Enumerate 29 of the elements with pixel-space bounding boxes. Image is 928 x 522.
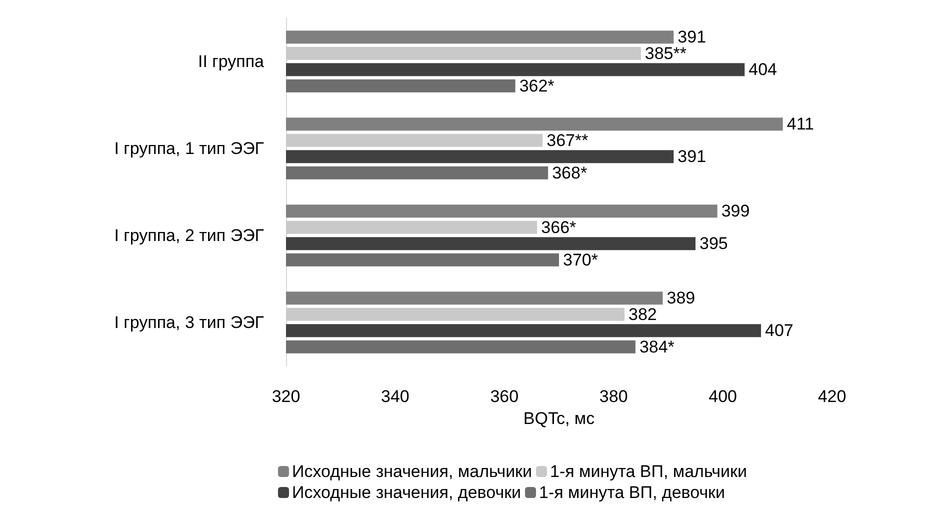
x-tick-label: 380 [599, 387, 628, 406]
legend-label: 1-я минута ВП, девочки [539, 483, 725, 502]
data-label: 370* [563, 250, 598, 270]
x-tick-label: 320 [272, 387, 300, 406]
y-tick-label: II группа [198, 52, 265, 71]
data-label: 411 [786, 114, 814, 134]
data-label: 389 [666, 288, 696, 308]
legend-label: 1-я минута ВП, мальчики [550, 462, 747, 481]
x-tick-label: 360 [490, 387, 519, 406]
legend-label: Исходные значения, девочки [292, 483, 522, 502]
data-label: 395 [700, 234, 728, 254]
legend-label: Исходные значения, мальчики [292, 462, 532, 481]
x-tick-label: 340 [381, 387, 410, 406]
data-label: 384* [639, 337, 675, 356]
x-tick-label: 420 [818, 387, 846, 406]
y-tick-label: I группа, 1 тип ЭЭГ [114, 139, 264, 158]
x-tick-label: 400 [708, 387, 737, 406]
data-label: 407 [765, 321, 794, 340]
data-label: 368* [552, 163, 588, 182]
data-label: 391 [678, 147, 706, 166]
data-label: 399 [721, 202, 750, 221]
data-label: 367** [546, 130, 589, 150]
x-axis-title: BQTc, мс [523, 408, 596, 428]
data-label: 382 [628, 304, 657, 324]
y-tick-label: I группа, 2 тип ЭЭГ [114, 226, 264, 245]
data-label: 404 [748, 60, 778, 80]
y-tick-label: I группа, 3 тип ЭЭГ [114, 313, 264, 332]
data-label: 366* [541, 218, 577, 237]
data-label: 362* [519, 76, 555, 96]
